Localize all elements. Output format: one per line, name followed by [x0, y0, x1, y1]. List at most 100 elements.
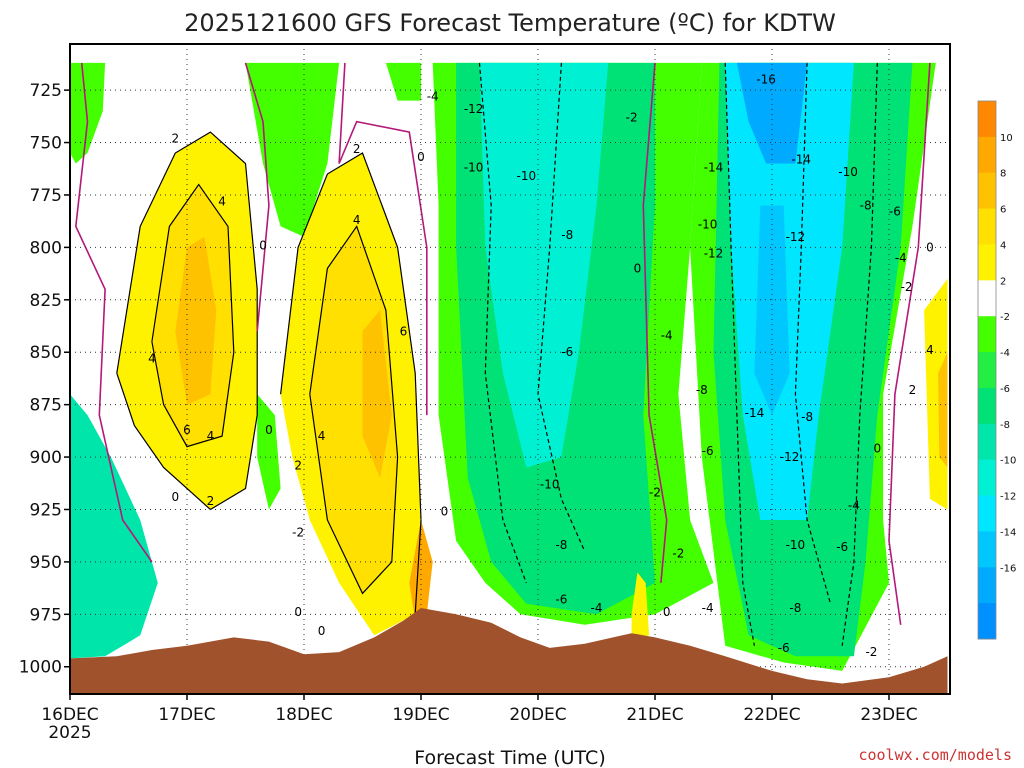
contour-label-10: 2 [353, 142, 361, 156]
contour-label-26: -8 [555, 538, 567, 552]
contour-line-4 [74, 62, 153, 563]
contour-label-61: -2 [865, 645, 877, 659]
colorbar-band-3 [978, 208, 996, 245]
colorbar-label-8: -8 [1000, 420, 1010, 431]
x-tick-label-7: 23DEC [860, 705, 917, 725]
contour-label-2: 4 [148, 352, 156, 366]
temp-region-18 [362, 310, 392, 478]
temp-region-19 [409, 520, 433, 621]
contour-label-1: 4 [218, 194, 226, 208]
contour-label-46: -8 [801, 410, 813, 424]
contour-label-9: -2 [292, 526, 304, 540]
y-tick-label-7: 900 [30, 448, 62, 468]
grid-layer [70, 44, 950, 694]
contour-label-29: -2 [626, 110, 638, 124]
temp-region-11 [736, 62, 808, 164]
contour-label-18: 0 [441, 505, 449, 519]
colorbar-label-5: -2 [1000, 312, 1010, 323]
contour-line-2 [280, 152, 422, 615]
contour-label-33: 0 [663, 605, 671, 619]
colorbar-band-6 [978, 316, 996, 353]
y-tick-label-1: 750 [30, 134, 62, 154]
contour-label-42: -14 [791, 152, 811, 166]
contour-label-21: -10 [464, 161, 484, 175]
y-tick-label-9: 950 [30, 553, 62, 573]
colorbar-label-1: 8 [1000, 169, 1006, 180]
temp-region-21 [938, 352, 948, 468]
contour-label-51: -6 [778, 641, 790, 655]
y-tick-label-5: 850 [30, 343, 62, 363]
colorbar-band-4 [978, 244, 996, 281]
contour-label-13: 4 [318, 429, 326, 443]
contour-label-60: 0 [873, 442, 881, 456]
contour-label-55: -4 [895, 251, 907, 265]
contour-label-22: -10 [516, 169, 536, 183]
x-tick-label-6: 22DEC [743, 705, 800, 725]
contour-label-48: -10 [786, 538, 806, 552]
colorbar-band-2 [978, 172, 996, 210]
contour-label-45: -14 [745, 406, 765, 420]
contour-label-3: 4 [207, 429, 215, 443]
x-tick-label-4: 20DEC [509, 705, 566, 725]
colorbar-band-1 [978, 136, 996, 174]
colorbar-band-5 [978, 280, 996, 317]
contour-label-4: 6 [183, 423, 191, 437]
contour-label-0: 2 [171, 131, 179, 145]
contour-label-44: -12 [786, 230, 806, 244]
temp-region-10 [725, 62, 854, 521]
contour-label-49: -6 [836, 540, 848, 554]
x-tick-label-5: 21DEC [626, 705, 683, 725]
contour-label-15: 0 [294, 605, 302, 619]
contour-label-43: -10 [838, 165, 858, 179]
contour-label-37: -6 [702, 444, 714, 458]
contour-line-1 [151, 183, 235, 448]
y-tick-label-4: 825 [30, 291, 62, 311]
contour-label-16: 0 [318, 624, 326, 638]
contour-line-12 [794, 62, 832, 604]
contour-label-6: 0 [171, 490, 179, 504]
contour-label-14: 2 [294, 458, 302, 472]
contour-label-36: -8 [696, 383, 708, 397]
temp-region-9 [479, 62, 609, 468]
contour-label-47: -12 [780, 450, 800, 464]
x-tick-label-3: 19DEC [392, 705, 449, 725]
contour-line-6 [338, 62, 428, 416]
temp-region-3 [385, 62, 421, 101]
contour-label-34: -4 [702, 601, 714, 615]
colorbar-label-4: 2 [1000, 276, 1006, 287]
colorbar-label-3: 4 [1000, 240, 1006, 251]
y-tick-label-8: 925 [30, 500, 62, 520]
contour-label-58: 4 [926, 343, 934, 357]
contour-line-8 [888, 62, 931, 625]
temp-region-1 [70, 62, 106, 164]
contour-label-layer: 2 4 4 4 6 2 0 0 0 -2 2 4 6 4 2 0 0 0 0 -4 -12 -10 -10 -8 -6 -10 -8… [148, 73, 934, 659]
contour-label-35: -4 [661, 328, 673, 342]
credit-text: coolwx.com/models [858, 746, 1012, 764]
contour-label-39: -10 [698, 217, 718, 231]
colorbar-band-10 [978, 459, 996, 497]
contour-label-41: -16 [756, 73, 776, 87]
y-tick-label-2: 775 [30, 186, 62, 206]
colorbar-label-6: -4 [1000, 348, 1010, 359]
contour-label-27: -6 [555, 593, 567, 607]
x-tick-sublabel-0: 2025 [48, 723, 91, 743]
temp-region-2 [245, 62, 340, 237]
contour-label-17: 0 [417, 150, 425, 164]
y-tick-label-10: 975 [30, 605, 62, 625]
colorbar-band-12 [978, 531, 996, 568]
colorbar-band-8 [978, 387, 996, 425]
colorbar-label-0: 10 [1000, 133, 1013, 144]
contour-line-3 [309, 225, 399, 595]
contour-label-56: -2 [901, 280, 913, 294]
contour-label-52: -4 [848, 498, 860, 512]
terrain-surface [70, 608, 948, 694]
contour-line-13 [841, 62, 878, 646]
contour-label-7: 0 [259, 238, 267, 252]
x-tick-label-2: 18DEC [275, 705, 332, 725]
colorbar-frame [977, 100, 997, 640]
contour-label-12: 6 [400, 324, 408, 338]
contour-label-25: -10 [540, 477, 560, 491]
temp-region-12 [754, 205, 790, 416]
contour-label-28: -4 [591, 601, 603, 615]
